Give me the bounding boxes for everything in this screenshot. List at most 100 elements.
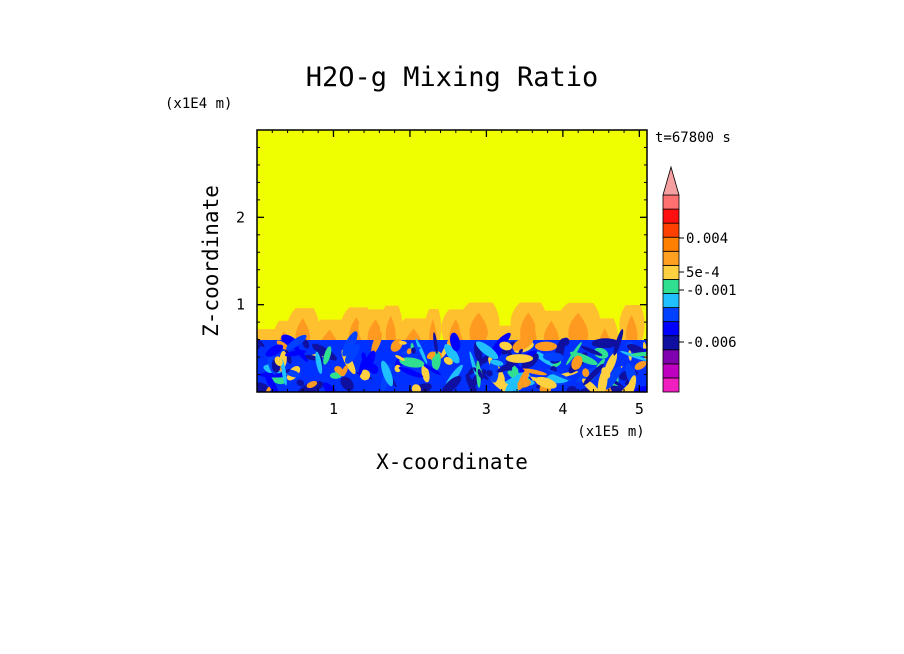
- x-tick-label-3: 3: [482, 400, 491, 418]
- turbulence-blob: [518, 348, 523, 355]
- turbulence-blob: [491, 332, 511, 352]
- colorbar-segment-8: [662, 279, 680, 294]
- turbulence-blob: [426, 351, 436, 360]
- turbulence-blob: [406, 348, 412, 355]
- x-tick-label-5: 5: [635, 400, 644, 418]
- colorbar-segment-6: [662, 307, 680, 323]
- turbulence-blob: [566, 385, 578, 392]
- turbulence-blob: [613, 329, 624, 356]
- turbulence-blob: [257, 336, 265, 348]
- turbulence-blob: [422, 363, 442, 376]
- turbulence-blob: [302, 339, 310, 349]
- turbulence-blob: [475, 341, 499, 360]
- colorbar-segment-9: [662, 264, 680, 280]
- turbulence-blob: [398, 366, 424, 378]
- turbulence-blob: [443, 357, 453, 365]
- turbulence-blob: [411, 347, 416, 354]
- colorbar-segment-11: [662, 236, 680, 252]
- turbulence-blob: [398, 340, 407, 345]
- turbulence-blob: [512, 336, 534, 351]
- turbulence-blob: [450, 332, 461, 352]
- turbulence-blob: [342, 331, 358, 357]
- turbulence-blob: [545, 368, 573, 381]
- plume-inner: [385, 315, 396, 344]
- plume-inner: [469, 312, 489, 344]
- colorbar-segment-4: [662, 335, 680, 351]
- turbulence-blob: [571, 355, 583, 370]
- turbulence-blob: [593, 347, 609, 359]
- turbulence-blob: [561, 337, 570, 347]
- colorbar-label-2: 5e-4: [686, 265, 720, 281]
- colorbar-label-3: -0.001: [686, 283, 737, 299]
- field-plot: [257, 130, 647, 392]
- turbulence-blob: [433, 332, 438, 354]
- turbulence-blob: [371, 331, 382, 354]
- turbulence-blob: [265, 344, 284, 357]
- turbulence-blob: [534, 341, 558, 352]
- x-axis: 1 2 3 4 5: [271, 130, 644, 418]
- turbulence-blob: [421, 364, 430, 383]
- turbulence-blob: [284, 350, 306, 357]
- turbulence-blob: [533, 350, 554, 366]
- turbulence-blob: [399, 357, 425, 368]
- colorbar-segment-7: [662, 293, 680, 308]
- turbulence-blob: [315, 351, 323, 374]
- turbulence-blob: [583, 363, 604, 386]
- plume-inner: [543, 320, 559, 344]
- turbulence-blob: [569, 351, 598, 366]
- turbulence-blob: [505, 372, 526, 392]
- turbulence-blob: [323, 382, 338, 392]
- colorbar-segment-13: [662, 208, 680, 224]
- turbulence-blob: [286, 334, 307, 351]
- plume-inner: [520, 312, 537, 344]
- y-tick-label-2: 2: [236, 208, 245, 226]
- turbulence-blob: [634, 361, 647, 370]
- turbulence-blob: [264, 371, 279, 392]
- turbulence-blob: [469, 351, 479, 381]
- plume-inner: [625, 314, 638, 344]
- y-axis: 12: [236, 146, 647, 376]
- turbulence-blob: [615, 380, 634, 392]
- turbulence-blob: [359, 369, 371, 381]
- turbulence-blob: [444, 344, 460, 364]
- x-tick-label-4: 4: [558, 400, 567, 418]
- turbulence-blob: [486, 369, 493, 377]
- turbulence-blob: [395, 354, 405, 361]
- turbulence-blob: [344, 343, 360, 364]
- chart-title: H2O-g Mixing Ratio: [306, 62, 599, 93]
- colorbar: 0.004 5e-4 -0.001 -0.006: [662, 165, 737, 393]
- y-scale-label: (x1E4 m): [165, 96, 232, 112]
- turbulence-blob: [362, 350, 376, 374]
- plume-outer: [486, 325, 518, 345]
- x-tick-label-1: 1: [329, 400, 338, 418]
- turbulence-blob: [591, 338, 619, 349]
- turbulence-blob: [257, 382, 269, 392]
- colorbar-label-4: -0.006: [686, 335, 737, 351]
- colorbar-segment-10: [662, 250, 680, 266]
- plume-inner: [568, 312, 589, 344]
- turbulence-blob: [296, 379, 305, 387]
- turbulence-blob: [276, 340, 289, 351]
- colorbar-segment-2: [662, 363, 680, 379]
- colorbar-segment-14: [662, 194, 680, 210]
- turbulence-blob: [441, 375, 462, 392]
- turbulence-blob: [580, 346, 603, 356]
- turbulence-blob: [499, 341, 513, 351]
- turbulence-blob: [604, 366, 622, 390]
- turbulence-blob: [340, 376, 354, 391]
- x-axis-label: X-coordinate: [376, 450, 528, 474]
- turbulence-blob: [306, 381, 318, 388]
- turbulence-blob: [601, 367, 611, 379]
- colorbar-segment-5: [662, 321, 680, 337]
- turbulence-blob: [280, 358, 287, 386]
- turbulence-blob: [543, 352, 564, 362]
- turbulence-blob: [477, 369, 483, 378]
- turbulence-blob: [490, 359, 504, 366]
- turbulence-blob: [381, 360, 394, 387]
- turbulence-blob: [627, 343, 645, 355]
- x-tick-label-2: 2: [405, 400, 414, 418]
- turbulence-blob: [394, 364, 401, 373]
- turbulence-blob: [534, 376, 557, 389]
- turbulence-blob: [274, 356, 283, 367]
